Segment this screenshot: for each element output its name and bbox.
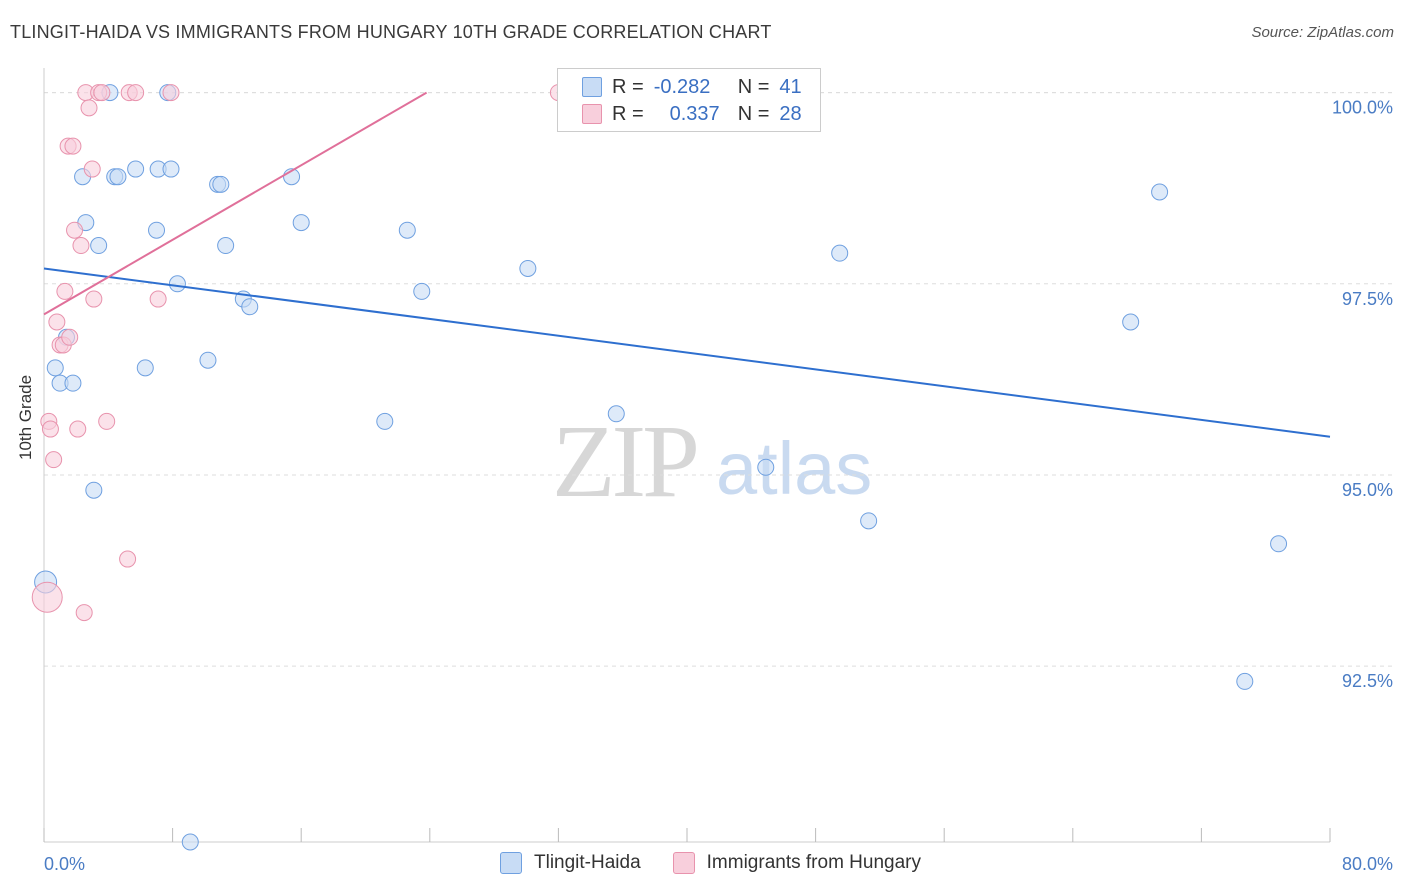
point-tlingit-haida [109, 168, 127, 186]
point-hungary [56, 282, 74, 300]
point-tlingit-haida [85, 481, 103, 499]
point-tlingit-haida [181, 833, 199, 851]
labels-layer: 92.5% 95.0% 97.5% 100.0% 0.0% 80.0% [44, 98, 1393, 874]
point-tlingit-haida [212, 175, 230, 193]
point-hungary [31, 581, 63, 613]
y-tick-label: 100.0% [1332, 98, 1393, 118]
axis-layer [43, 68, 1331, 843]
point-hungary [66, 221, 84, 239]
point-hungary [162, 84, 180, 102]
point-hungary [48, 313, 66, 331]
point-tlingit-haida [162, 160, 180, 178]
point-hungary [127, 84, 145, 102]
legend-swatch-blue [500, 852, 522, 874]
point-hungary [93, 84, 111, 102]
point-tlingit-haida [168, 275, 186, 293]
watermark-zip: ZIP [552, 404, 700, 519]
point-tlingit-haida [831, 244, 849, 262]
point-hungary [119, 550, 137, 568]
point-tlingit-haida [64, 374, 82, 392]
point-hungary [45, 451, 63, 469]
chart-title: TLINGIT-HAIDA VS IMMIGRANTS FROM HUNGARY… [10, 22, 772, 42]
legend-series-hungary: Immigrants from Hungary [706, 852, 921, 873]
legend-row-hungary: R = 0.337 N = 28 [582, 102, 802, 126]
series-legend: Tlingit-Haida Immigrants from Hungary [500, 852, 921, 874]
point-tlingit-haida [217, 237, 235, 255]
point-tlingit-haida [136, 359, 154, 377]
legend-r-label: R = [612, 102, 644, 125]
legend-swatch-pink [582, 104, 602, 124]
point-hungary [85, 290, 103, 308]
y-tick-label: 97.5% [1342, 289, 1393, 309]
point-hungary [41, 420, 59, 438]
point-hungary [64, 137, 82, 155]
point-hungary [72, 237, 90, 255]
legend-swatch-blue [582, 77, 602, 97]
point-tlingit-haida [607, 405, 625, 423]
point-tlingit-haida [376, 412, 394, 430]
point-tlingit-haida [1122, 313, 1140, 331]
point-hungary [69, 420, 87, 438]
legend-series-tlingit: Tlingit-Haida [534, 852, 641, 873]
legend-swatch-pink [672, 852, 695, 874]
point-tlingit-haida [241, 298, 259, 316]
watermark-atlas: atlas [716, 427, 873, 510]
point-hungary [149, 290, 167, 308]
legend-n-value: 28 [779, 102, 802, 125]
legend-n-label: N = [737, 75, 770, 98]
point-tlingit-haida [1236, 672, 1254, 690]
point-tlingit-haida [46, 359, 64, 377]
point-hungary [83, 160, 101, 178]
point-tlingit-haida [519, 259, 537, 277]
point-hungary [98, 412, 116, 430]
x-tick-label: 0.0% [44, 854, 85, 874]
point-hungary [75, 604, 93, 622]
points-layer [31, 84, 1288, 851]
point-tlingit-haida [757, 458, 775, 476]
legend-row-tlingit: R = -0.282 N = 41 [582, 75, 802, 99]
source-label: Source: ZipAtlas.com [1251, 24, 1394, 41]
point-tlingit-haida [413, 282, 431, 300]
point-tlingit-haida [148, 221, 166, 239]
point-tlingit-haida [1151, 183, 1169, 201]
legend-r-value: -0.282 [653, 75, 711, 98]
legend-r-label: R = [612, 75, 644, 98]
point-tlingit-haida [1270, 535, 1288, 553]
point-hungary [80, 99, 98, 117]
stats-legend: R = -0.282 N = 41 R = 0.337 N = 28 [557, 68, 821, 132]
y-tick-label: 92.5% [1342, 671, 1393, 691]
legend-n-value: 41 [779, 75, 802, 98]
y-axis-label: 10th Grade [16, 374, 35, 460]
point-tlingit-haida [860, 512, 878, 530]
trend-layer [43, 91, 1331, 438]
legend-n-label: N = [737, 102, 770, 125]
y-tick-label: 95.0% [1342, 480, 1393, 500]
point-tlingit-haida [292, 214, 310, 232]
trend-line-tlingit-haida [43, 267, 1331, 438]
trend-line-hungary [43, 91, 428, 316]
point-tlingit-haida [199, 351, 217, 369]
legend-r-value: 0.337 [669, 102, 720, 125]
point-tlingit-haida [90, 237, 108, 255]
point-hungary [61, 328, 79, 346]
grid-layer [44, 92, 1394, 667]
point-tlingit-haida [127, 160, 145, 178]
point-tlingit-haida [398, 221, 416, 239]
x-tick-label: 80.0% [1342, 854, 1393, 874]
